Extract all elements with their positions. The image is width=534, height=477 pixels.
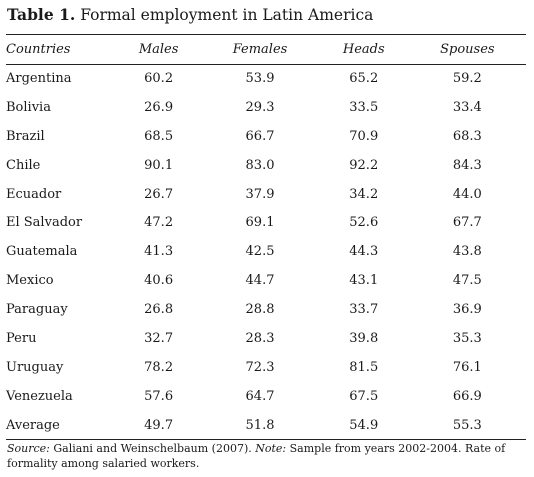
column-header-heads: Heads [342, 42, 385, 57]
country-cell: Bolivia [6, 99, 51, 115]
column-header-spouses: Spouses [440, 42, 495, 57]
females-cell: 28.3 [245, 330, 275, 346]
table-row: Venezuela 57.6 64.7 67.5 66.9 [6, 382, 526, 411]
table-footnote: Source: Galiani and Weinschelbaum (2007)… [7, 441, 529, 471]
males-cell: 32.7 [144, 330, 174, 346]
males-cell: 26.8 [144, 302, 174, 318]
spouses-cell: 55.3 [452, 417, 482, 433]
females-cell: 66.7 [245, 128, 275, 144]
females-cell: 53.9 [245, 70, 275, 86]
country-cell: Mexico [6, 273, 54, 289]
females-cell: 64.7 [245, 388, 275, 404]
source-label: Source: [7, 442, 50, 455]
heads-cell: 44.3 [349, 244, 379, 260]
country-cell: Brazil [6, 128, 45, 144]
heads-cell: 33.5 [349, 99, 379, 115]
heads-cell: 70.9 [349, 128, 379, 144]
males-cell: 49.7 [144, 417, 174, 433]
column-header-females: Females [232, 42, 288, 57]
females-cell: 28.8 [245, 302, 275, 318]
females-cell: 44.7 [245, 273, 275, 289]
table-row: Bolivia 26.9 29.3 33.5 33.4 [6, 93, 526, 122]
heads-cell: 54.9 [349, 417, 379, 433]
country-cell: Uruguay [6, 359, 64, 375]
table-row: Paraguay 26.8 28.8 33.7 36.9 [6, 295, 526, 324]
table-title: Table 1. Formal employment in Latin Amer… [7, 5, 373, 24]
heads-cell: 52.6 [349, 215, 379, 231]
females-cell: 72.3 [245, 359, 275, 375]
header-row: Countries Males Females Heads Spouses [6, 35, 526, 64]
spouses-cell: 35.3 [452, 330, 482, 346]
table-row: Argentina 60.2 53.9 65.2 59.2 [6, 64, 526, 93]
heads-cell: 33.7 [349, 302, 379, 318]
females-cell: 51.8 [245, 417, 275, 433]
spouses-cell: 44.0 [452, 186, 482, 202]
table-row: Guatemala 41.3 42.5 44.3 43.8 [6, 237, 526, 266]
country-cell: Guatemala [6, 244, 78, 260]
country-cell: Ecuador [6, 186, 62, 202]
table-row: Ecuador 26.7 37.9 34.2 44.0 [6, 180, 526, 209]
males-cell: 90.1 [144, 157, 174, 173]
spouses-cell: 33.4 [452, 99, 482, 115]
table-row: Peru 32.7 28.3 39.8 35.3 [6, 324, 526, 353]
heads-cell: 34.2 [349, 186, 379, 202]
top-rule [6, 34, 526, 35]
heads-cell: 65.2 [349, 70, 379, 86]
heads-cell: 67.5 [349, 388, 379, 404]
header-rule [6, 64, 526, 65]
males-cell: 78.2 [144, 359, 174, 375]
spouses-cell: 36.9 [452, 302, 482, 318]
column-header-countries: Countries [6, 42, 71, 57]
note-label: Note: [255, 442, 287, 455]
females-cell: 83.0 [245, 157, 275, 173]
country-cell: Peru [6, 330, 37, 346]
females-cell: 42.5 [245, 244, 275, 260]
males-cell: 68.5 [144, 128, 174, 144]
spouses-cell: 59.2 [452, 70, 482, 86]
spouses-cell: 47.5 [452, 273, 482, 289]
spouses-cell: 66.9 [452, 388, 482, 404]
note-text: Sample from years 2002-2004. Rate of for… [7, 442, 506, 470]
employment-table: Countries Males Females Heads Spouses Ar… [6, 35, 526, 440]
heads-cell: 43.1 [349, 273, 379, 289]
females-cell: 69.1 [245, 215, 275, 231]
females-cell: 37.9 [245, 186, 275, 202]
spouses-cell: 84.3 [452, 157, 482, 173]
males-cell: 26.7 [144, 186, 174, 202]
table-title-text: Formal employment in Latin America [80, 6, 374, 24]
country-cell: Venezuela [6, 388, 73, 404]
males-cell: 41.3 [144, 244, 174, 260]
spouses-cell: 76.1 [452, 359, 482, 375]
table-row: Mexico 40.6 44.7 43.1 47.5 [6, 266, 526, 295]
table-title-label: Table 1. [7, 5, 76, 24]
heads-cell: 92.2 [349, 157, 379, 173]
spouses-cell: 68.3 [452, 128, 482, 144]
bottom-rule [6, 439, 526, 440]
males-cell: 40.6 [144, 273, 174, 289]
source-text: Galiani and Weinschelbaum (2007). [49, 442, 256, 455]
males-cell: 47.2 [144, 215, 174, 231]
country-cell: El Salvador [6, 215, 83, 231]
females-cell: 29.3 [245, 99, 275, 115]
spouses-cell: 67.7 [452, 215, 482, 231]
table-row: El Salvador 47.2 69.1 52.6 67.7 [6, 208, 526, 237]
country-cell: Chile [6, 157, 41, 173]
country-cell: Paraguay [6, 302, 68, 318]
spouses-cell: 43.8 [452, 244, 482, 260]
table-row: Uruguay 78.2 72.3 81.5 76.1 [6, 353, 526, 382]
table-row: Brazil 68.5 66.7 70.9 68.3 [6, 122, 526, 151]
country-cell: Average [6, 417, 60, 433]
column-header-males: Males [138, 42, 179, 57]
males-cell: 57.6 [144, 388, 174, 404]
males-cell: 60.2 [144, 70, 174, 86]
heads-cell: 39.8 [349, 330, 379, 346]
heads-cell: 81.5 [349, 359, 379, 375]
table-row: Chile 90.1 83.0 92.2 84.3 [6, 151, 526, 180]
males-cell: 26.9 [144, 99, 174, 115]
country-cell: Argentina [6, 70, 72, 86]
table-row-average: Average 49.7 51.8 54.9 55.3 [6, 411, 526, 440]
